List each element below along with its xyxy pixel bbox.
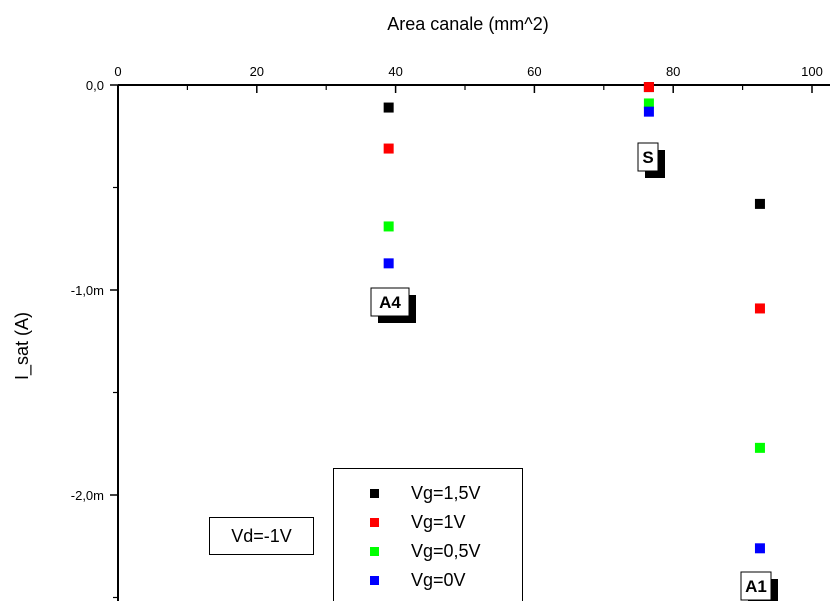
legend: Vg=1,5V Vg=1V Vg=0,5V Vg=0V [333,468,523,601]
data-point [643,82,654,93]
data-point [383,102,394,113]
legend-label: Vg=1,5V [411,483,481,503]
data-point [754,303,765,314]
point-label: A4 [379,293,401,312]
data-point [754,442,765,453]
y-ticks-group: 0,0 -1,0m -2,0m [71,78,118,599]
legend-swatch [370,518,379,527]
x-tick-label: 60 [527,64,541,79]
x-ticks-group: 0 20 40 60 80 100 [114,64,823,93]
x-tick-label: 40 [388,64,402,79]
data-point [383,221,394,232]
data-point [383,258,394,269]
y-tick-label: -2,0m [71,488,104,503]
data-point [754,543,765,554]
data-point [643,106,654,117]
data-point [754,198,765,209]
x-axis-label: Area canale (mm^2) [387,14,549,34]
x-tick-label: 100 [801,64,823,79]
legend-label: Vg=1V [411,512,466,532]
y-axis-label: I_sat (A) [12,311,32,380]
y-tick-label: 0,0 [86,78,104,93]
legend-swatch [370,576,379,585]
x-tick-label: 0 [114,64,121,79]
point-label-box [370,287,410,317]
x-tick-label: 20 [250,64,264,79]
point-label: A1 [745,577,767,596]
legend-swatch [370,489,379,498]
point-label-box [637,142,659,172]
y-tick-label: -1,0m [71,283,104,298]
annotation-box: Vd=-1V [209,517,314,555]
data-points-group [383,82,765,554]
x-tick-label: 80 [666,64,680,79]
data-point [383,143,394,154]
point-label-box [740,571,772,601]
legend-label: Vg=0V [411,570,466,590]
point-label: S [642,148,653,167]
point-labels-group: A4 S A1 [370,142,778,601]
data-point [643,98,654,109]
axes-group [117,84,830,601]
legend-label: Vg=0,5V [411,541,481,561]
legend-swatch [370,547,379,556]
